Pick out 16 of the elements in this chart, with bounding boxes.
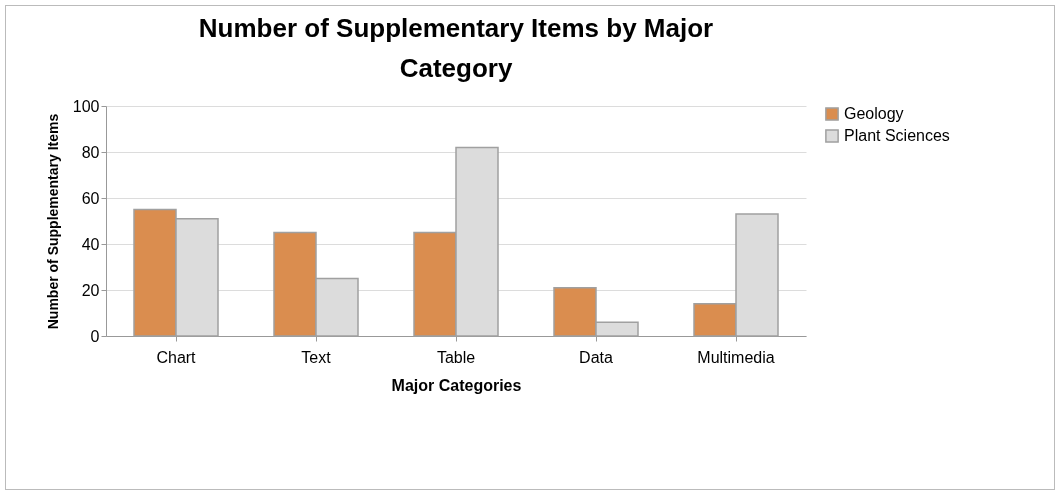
y-tick-label: 20 (81, 281, 100, 299)
y-tick-label: 80 (81, 143, 100, 161)
x-tick-label: Multimedia (697, 348, 775, 366)
legend-label: Geology (844, 105, 904, 122)
y-tick-label: 0 (90, 327, 100, 345)
x-tick-label: Data (579, 348, 613, 366)
y-tick-label: 100 (72, 97, 100, 115)
x-axis-title: Major Categories (391, 376, 522, 394)
x-tick-label: Table (436, 348, 476, 366)
y-tick-label: 60 (81, 189, 100, 207)
y-tick-label: 40 (81, 235, 100, 253)
x-tick-label: Text (301, 348, 332, 366)
chart-title: Number of Supplementary Items by Major Category (198, 13, 714, 83)
x-tick-label: Chart (156, 348, 197, 366)
legend-label: Plant Sciences (844, 127, 950, 144)
y-axis-title: Number of Supplementary Items (44, 113, 61, 330)
